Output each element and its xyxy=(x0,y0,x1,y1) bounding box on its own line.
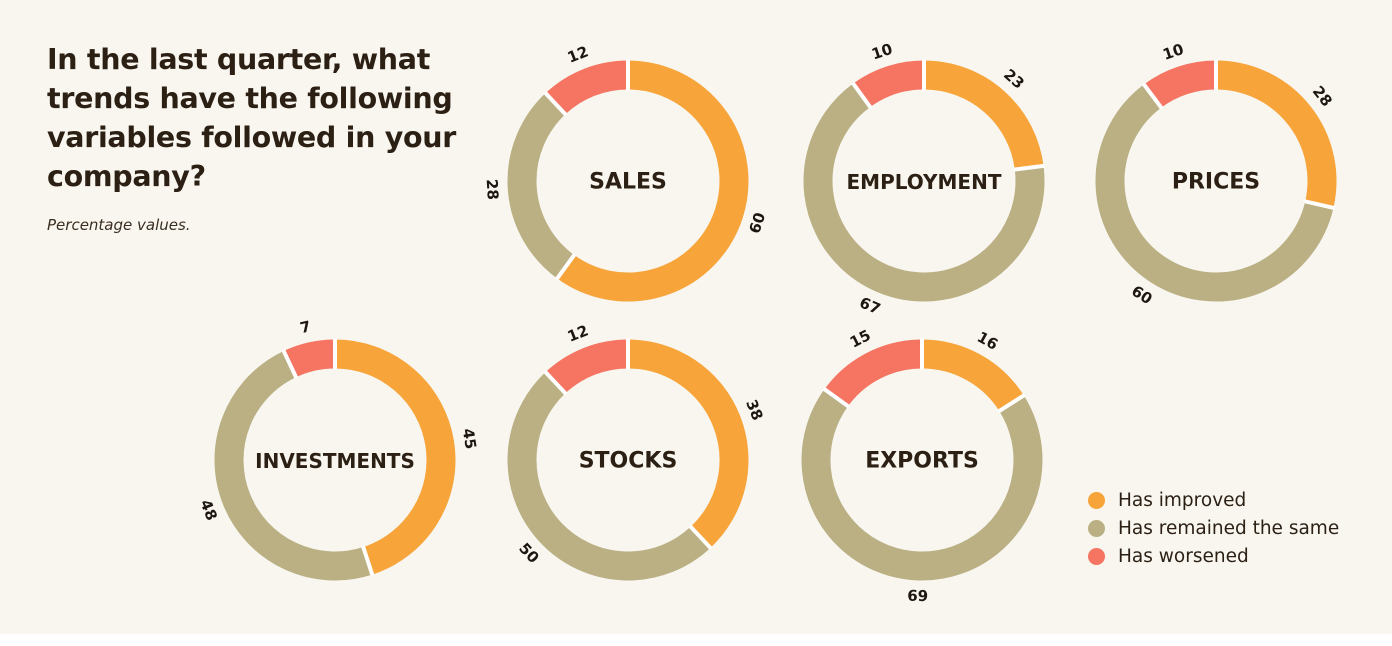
chart-subtitle: Percentage values. xyxy=(47,216,191,234)
legend-swatch-improved xyxy=(1088,491,1105,509)
employment-separator xyxy=(1013,163,1045,172)
sales-slice-same xyxy=(507,93,575,279)
employment-value-improved: 23 xyxy=(1000,65,1028,92)
employment-slice-worsened xyxy=(853,60,925,108)
donut-employment: 23 67 10 EMPLOYMENT xyxy=(803,40,1045,318)
legend: Has improved Has remained the same Has w… xyxy=(1088,486,1339,570)
prices-value-worsened: 10 xyxy=(1160,40,1185,64)
donut-stocks: 38 50 12 STOCKS xyxy=(507,321,767,581)
sales-value-improved: 60 xyxy=(746,210,770,235)
stocks-slice-worsened xyxy=(545,339,629,394)
prices-slice-same xyxy=(1095,84,1334,302)
sales-separator xyxy=(554,253,577,281)
employment-value-same: 67 xyxy=(857,293,883,318)
stocks-center-label: STOCKS xyxy=(579,449,678,474)
employment-separator xyxy=(850,81,873,109)
investments-slice-same xyxy=(214,350,373,581)
legend-swatch-same xyxy=(1088,519,1105,537)
sales-value-worsened: 12 xyxy=(565,42,591,66)
stocks-value-worsened: 12 xyxy=(565,321,591,345)
prices-slice-improved xyxy=(1215,60,1337,208)
sales-slice-worsened xyxy=(545,60,629,115)
donut-investments: 45 48 7 INVESTMENTS xyxy=(196,317,480,581)
exports-value-same: 69 xyxy=(907,587,928,606)
legend-label-same: Has remained the same xyxy=(1118,517,1340,539)
chart-title: In the last quarter, what trends have th… xyxy=(47,43,457,193)
legend-label-worsened: Has worsened xyxy=(1118,545,1249,567)
prices-center-label: PRICES xyxy=(1172,170,1260,195)
prices-value-same: 60 xyxy=(1128,282,1155,308)
employment-slice-improved xyxy=(923,60,1044,170)
investments-separator xyxy=(361,545,375,577)
legend-label-improved: Has improved xyxy=(1118,489,1247,511)
exports-value-worsened: 15 xyxy=(847,326,874,352)
donut-exports: 16 69 15 EXPORTS xyxy=(801,326,1043,606)
prices-value-improved: 28 xyxy=(1309,82,1336,110)
stocks-slice-improved xyxy=(627,339,749,548)
legend-swatch-worsened xyxy=(1088,547,1105,565)
stocks-value-improved: 38 xyxy=(742,397,766,423)
employment-center-label: EMPLOYMENT xyxy=(847,170,1002,194)
legend-item-worsened: Has worsened xyxy=(1088,542,1339,570)
investments-center-label: INVESTMENTS xyxy=(255,449,415,473)
prices-slice-worsened xyxy=(1143,60,1217,108)
investments-separator xyxy=(281,349,299,379)
investments-value-worsened: 7 xyxy=(298,317,312,337)
investments-value-same: 48 xyxy=(196,497,220,523)
exports-slice-worsened xyxy=(824,339,923,407)
stocks-slice-same xyxy=(507,372,711,581)
sales-separator xyxy=(543,91,568,117)
employment-slice-same xyxy=(803,83,1045,302)
exports-slice-same xyxy=(801,389,1043,581)
stocks-separator xyxy=(543,370,568,396)
exports-slice-improved xyxy=(921,339,1024,412)
donut-sales: 60 28 12 SALES xyxy=(483,42,770,302)
stocks-value-same: 50 xyxy=(515,539,542,567)
employment-value-worsened: 10 xyxy=(869,40,894,64)
exports-center-label: EXPORTS xyxy=(865,449,979,474)
investments-value-improved: 45 xyxy=(459,427,480,450)
exports-value-improved: 16 xyxy=(974,328,1001,354)
exports-separator xyxy=(822,386,850,409)
legend-item-same: Has remained the same xyxy=(1088,514,1339,542)
sales-slice-improved xyxy=(557,60,749,302)
stocks-separator xyxy=(688,524,713,550)
investments-slice-worsened xyxy=(283,339,336,378)
prices-separator xyxy=(1141,82,1164,110)
investments-slice-improved xyxy=(334,339,456,575)
legend-item-improved: Has improved xyxy=(1088,486,1339,514)
exports-separator xyxy=(997,393,1026,414)
prices-separator xyxy=(1303,199,1335,210)
donut-prices: 28 60 10 PRICES xyxy=(1095,40,1337,308)
sales-value-same: 28 xyxy=(483,178,502,200)
sales-center-label: SALES xyxy=(589,170,667,195)
